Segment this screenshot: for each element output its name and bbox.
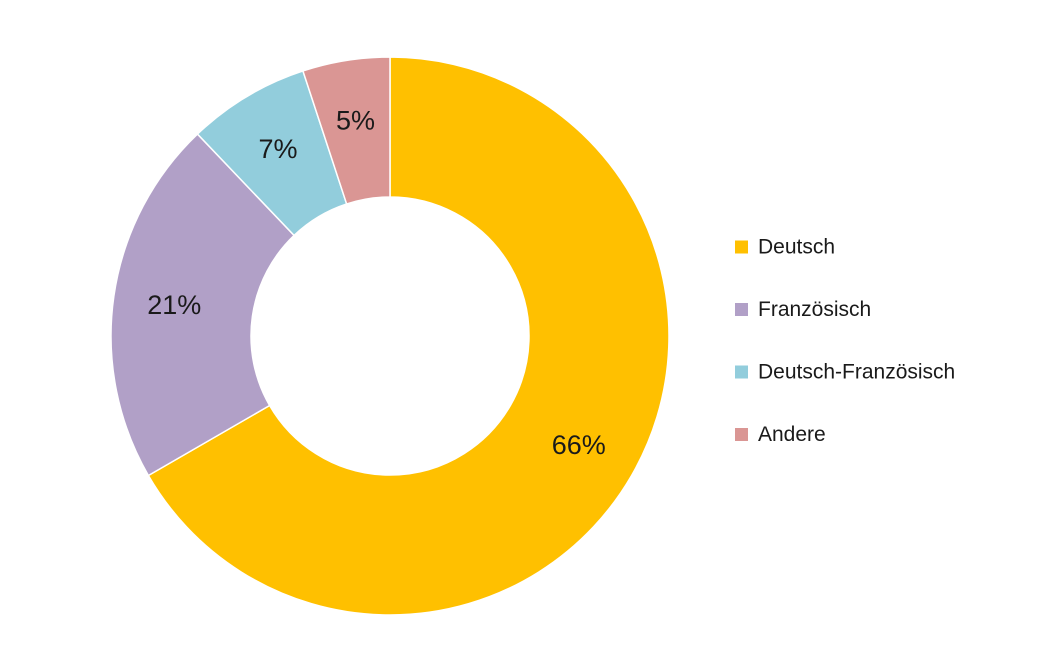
legend-item-andere: Andere xyxy=(735,423,826,446)
legend-item-deutsch: Deutsch xyxy=(735,236,835,259)
legend-label-deutsch-franzoesisch: Deutsch-Französisch xyxy=(758,361,955,384)
legend-label-andere: Andere xyxy=(758,423,826,446)
slice-label-deutsch: 66% xyxy=(552,430,606,460)
legend-swatch-deutsch xyxy=(735,240,748,254)
legend-swatch-andere xyxy=(735,428,748,441)
donut-slices xyxy=(110,56,670,616)
slice-label-andere: 5% xyxy=(336,106,375,136)
legend-item-deutsch-franzoesisch: Deutsch-Französisch xyxy=(735,361,955,384)
slice-deutsch xyxy=(147,56,670,616)
legend-swatch-deutsch-franzoesisch xyxy=(735,365,748,379)
slice-labels: 66% 21% 7% 5% xyxy=(147,106,606,460)
legend-label-deutsch: Deutsch xyxy=(758,236,835,259)
slice-andere xyxy=(301,56,391,205)
legend: Deutsch Französisch Deutsch-Französisch And… xyxy=(735,236,955,446)
legend-label-franzoesisch: Französisch xyxy=(758,298,871,321)
slice-label-deutsch-franzoesisch: 7% xyxy=(259,134,298,164)
slice-label-franzoesisch: 21% xyxy=(147,290,201,320)
legend-swatch-franzoesisch xyxy=(735,303,748,316)
slice-franzoesisch xyxy=(110,133,296,477)
legend-item-franzoesisch: Französisch xyxy=(735,298,871,321)
